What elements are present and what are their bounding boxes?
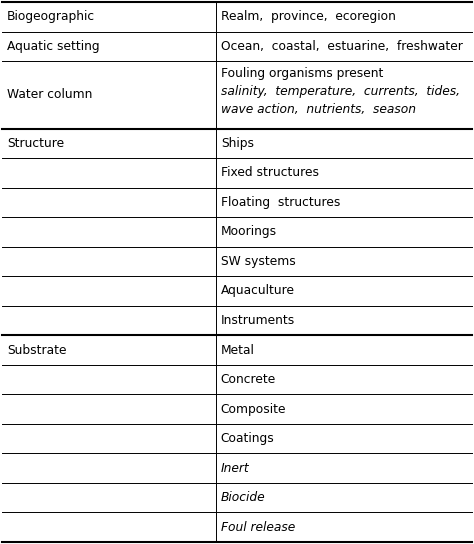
Text: Floating  structures: Floating structures xyxy=(221,196,340,209)
Text: SW systems: SW systems xyxy=(221,255,296,268)
Text: Composite: Composite xyxy=(221,403,286,416)
Text: Aquaculture: Aquaculture xyxy=(221,285,295,298)
Text: Realm,  province,  ecoregion: Realm, province, ecoregion xyxy=(221,10,396,23)
Text: Substrate: Substrate xyxy=(7,344,66,356)
Text: Ships: Ships xyxy=(221,137,254,150)
Text: Fouling organisms present: Fouling organisms present xyxy=(221,67,383,80)
Text: Biogeographic: Biogeographic xyxy=(7,10,95,23)
Text: Instruments: Instruments xyxy=(221,314,295,327)
Text: Structure: Structure xyxy=(7,137,64,150)
Text: Foul release: Foul release xyxy=(221,521,295,534)
Text: Ocean,  coastal,  estuarine,  freshwater: Ocean, coastal, estuarine, freshwater xyxy=(221,40,463,53)
Text: wave action,  nutrients,  season: wave action, nutrients, season xyxy=(221,102,416,115)
Text: Biocide: Biocide xyxy=(221,491,265,504)
Text: Aquatic setting: Aquatic setting xyxy=(7,40,100,53)
Text: Inert: Inert xyxy=(221,462,249,475)
Text: Water column: Water column xyxy=(7,88,92,101)
Text: salinity,  temperature,  currents,  tides,: salinity, temperature, currents, tides, xyxy=(221,85,460,98)
Text: Fixed structures: Fixed structures xyxy=(221,166,319,180)
Text: Moorings: Moorings xyxy=(221,225,277,238)
Text: Metal: Metal xyxy=(221,344,255,356)
Text: Concrete: Concrete xyxy=(221,373,276,386)
Text: Coatings: Coatings xyxy=(221,432,274,445)
